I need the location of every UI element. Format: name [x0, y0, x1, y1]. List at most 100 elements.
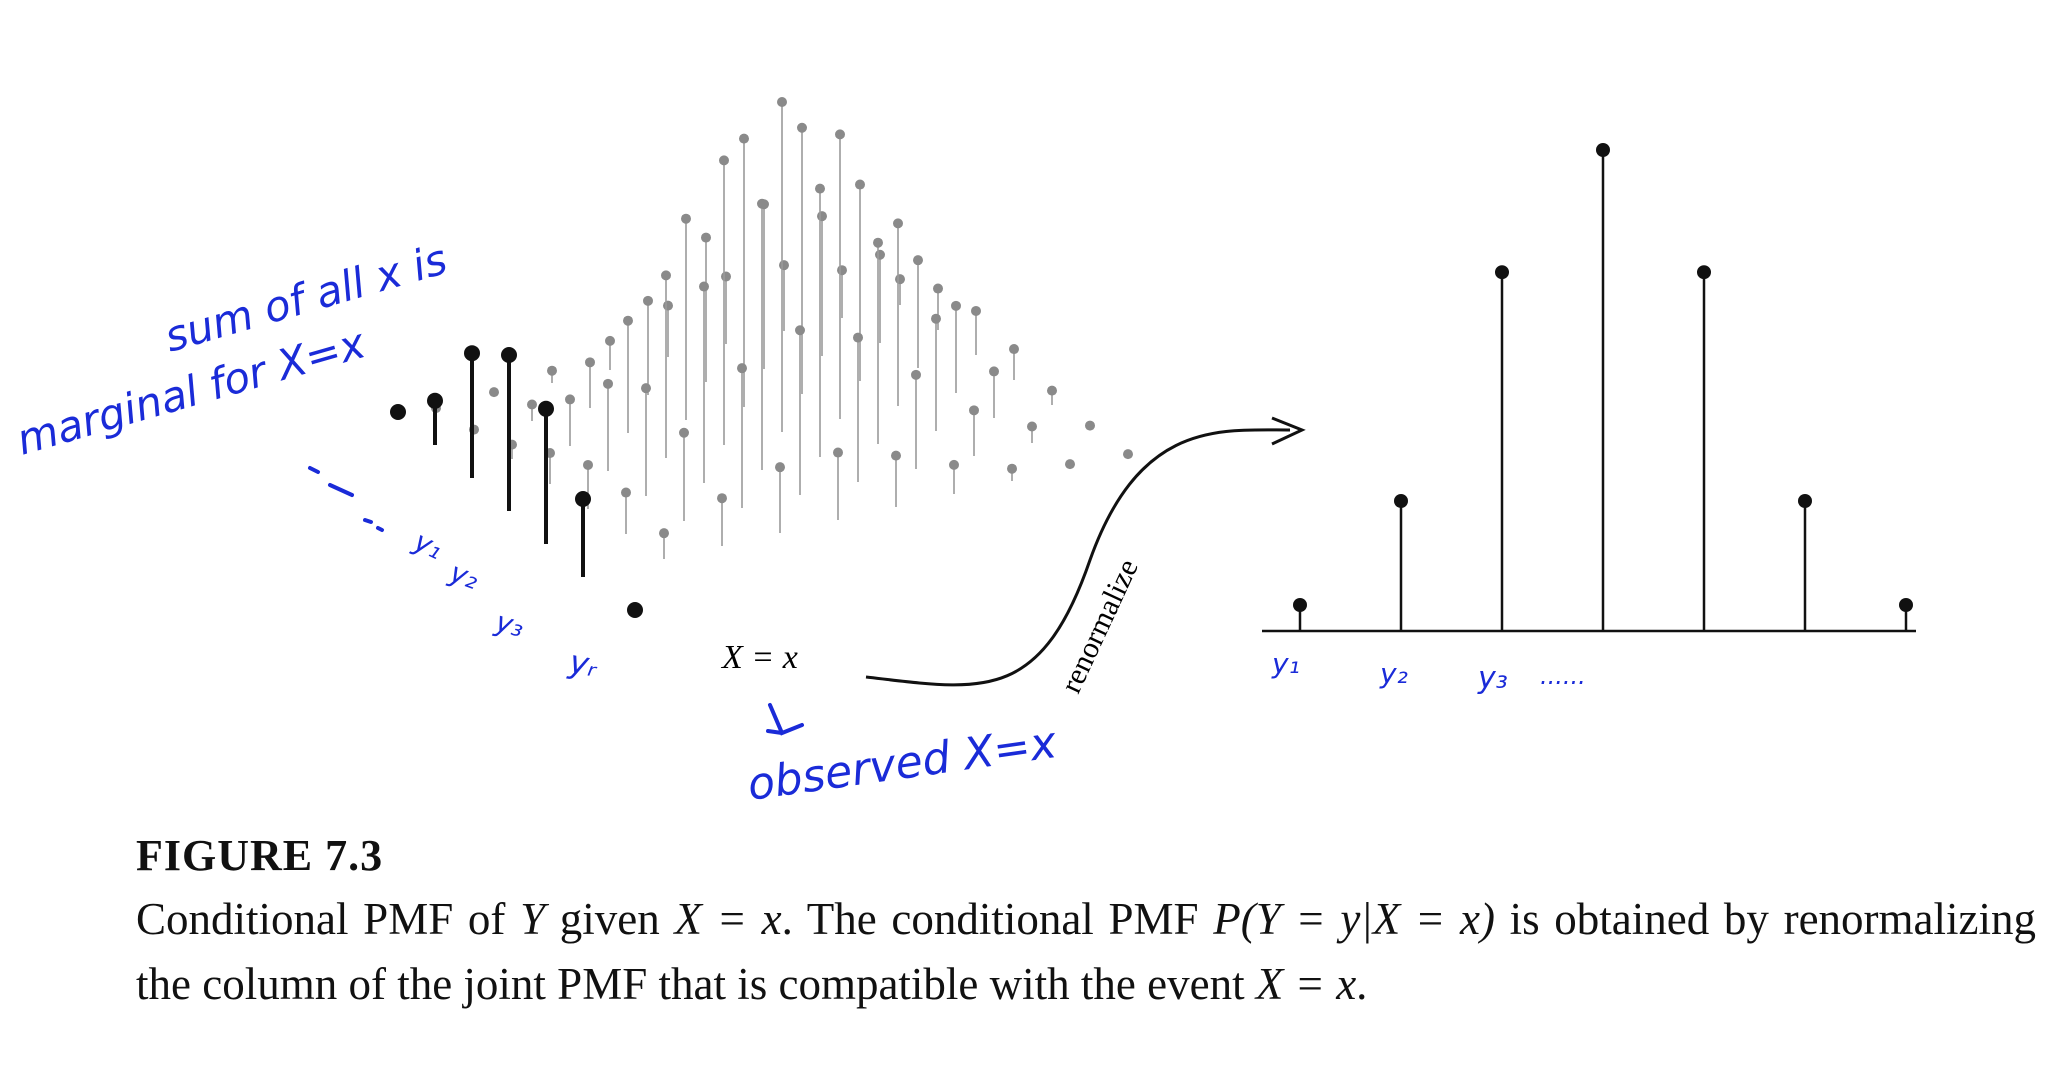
joint-pmf-active-point: [390, 404, 406, 420]
joint-pmf-point: [817, 211, 827, 222]
joint-pmf-point: [489, 387, 499, 398]
joint-pmf-point: [583, 459, 593, 470]
joint-pmf-active-point: [427, 392, 443, 409]
joint-pmf-point: [1009, 344, 1019, 355]
caption-text: Conditional PMF of: [136, 894, 521, 944]
joint-pmf-point: [835, 129, 845, 140]
conditional-pmf-point: [1394, 494, 1408, 508]
joint-pmf-point: [833, 447, 843, 458]
joint-pmf-point: [815, 183, 825, 194]
joint-pmf-point: [971, 305, 981, 316]
conditional-pmf-point: [1293, 598, 1307, 612]
renormalize-arrow: [865, 428, 1291, 687]
handwritten-cond-y3: y₃: [1477, 661, 1508, 696]
joint-pmf-point: [663, 300, 673, 311]
handwritten-down-arrow-icon: [766, 703, 804, 736]
joint-pmf-point: [933, 283, 943, 294]
joint-pmf-point: [989, 366, 999, 377]
joint-pmf-point: [913, 255, 923, 266]
joint-pmf-point: [777, 97, 787, 107]
handwritten-y-label-2: y₂: [445, 555, 483, 596]
joint-pmf-point: [893, 218, 903, 229]
joint-pmf-point: [931, 313, 941, 324]
joint-pmf-point: [875, 249, 885, 260]
handwritten-y-label-r: yᵣ: [566, 642, 602, 685]
joint-pmf-point: [891, 450, 901, 461]
joint-pmf-point: [623, 315, 633, 326]
caption-text: . The conditional PMF: [781, 894, 1214, 944]
joint-pmf-point: [661, 270, 671, 281]
joint-pmf-point: [757, 198, 767, 209]
conditional-pmf-point: [1596, 143, 1610, 157]
joint-pmf-point: [547, 365, 557, 376]
joint-pmf-active-point: [627, 602, 643, 618]
joint-pmf-point: [1007, 463, 1017, 474]
joint-pmf-point: [641, 383, 651, 394]
conditional-pmf-point: [1495, 265, 1509, 280]
joint-pmf-point: [1027, 421, 1037, 432]
joint-pmf-point: [795, 325, 805, 336]
joint-pmf-point: [873, 237, 883, 248]
caption-math: Y: [520, 894, 546, 944]
handwritten-cond-dots: ......: [1540, 662, 1586, 690]
joint-pmf-point: [855, 179, 865, 190]
conditional-pmf-point: [1798, 494, 1812, 508]
joint-pmf-point: [699, 281, 709, 292]
caption-math: X = x: [1255, 959, 1357, 1009]
joint-pmf-point: [659, 528, 669, 539]
caption-heading: FIGURE 7.3: [136, 831, 384, 880]
caption-text: is obtained by renormalizing the column …: [136, 894, 2036, 1009]
joint-pmf-active-point: [575, 491, 591, 507]
joint-pmf-point: [719, 155, 729, 166]
arrow-head-icon: [1271, 416, 1306, 446]
caption-body: Conditional PMF of Y given X = x. The co…: [136, 887, 2036, 1017]
observed-event-label: X = x: [720, 639, 798, 676]
joint-pmf-active-point: [464, 345, 480, 362]
joint-pmf-point: [679, 427, 689, 438]
joint-pmf-point: [527, 399, 537, 410]
joint-pmf-point: [837, 265, 847, 276]
joint-pmf-point: [701, 232, 711, 243]
conditional-pmf-point: [1899, 598, 1913, 612]
handwritten-cond-y2: y₂: [1379, 657, 1408, 690]
joint-pmf-point: [1047, 385, 1057, 396]
joint-pmf-point: [775, 462, 785, 473]
joint-pmf-point: [1085, 420, 1095, 431]
joint-pmf-point: [605, 335, 615, 346]
joint-pmf-point: [1123, 449, 1133, 460]
conditional-pmf-point: [1697, 265, 1711, 280]
joint-pmf-point: [603, 378, 613, 389]
joint-pmf-active-point: [538, 400, 554, 417]
joint-pmf-point: [643, 295, 653, 306]
joint-pmf-point: [565, 394, 575, 405]
joint-pmf-point: [853, 332, 863, 343]
handwritten-dash-marks: [308, 466, 384, 532]
joint-pmf-point: [911, 369, 921, 380]
joint-pmf-point: [949, 459, 959, 470]
caption-math: X = x: [674, 894, 782, 944]
joint-pmf-point: [895, 274, 905, 285]
joint-pmf-point: [721, 271, 731, 282]
handwritten-y-label-1: y₁: [408, 524, 448, 566]
caption-math: P(Y = y|X = x): [1213, 894, 1495, 944]
figure-illustration: X = x renormalize sum of all x is margin…: [11, 97, 1916, 811]
joint-pmf-point: [717, 493, 727, 504]
figure-caption: FIGURE 7.3 Conditional PMF of Y given X …: [136, 830, 2036, 1017]
joint-pmf-point: [951, 300, 961, 311]
joint-pmf-point: [681, 213, 691, 224]
joint-pmf-active-column: [390, 345, 643, 618]
joint-pmf-point: [797, 122, 807, 133]
joint-pmf-point: [1065, 459, 1075, 470]
conditional-pmf-stems: [1293, 143, 1913, 631]
joint-pmf-active-point: [501, 347, 517, 363]
joint-pmf-point: [737, 363, 747, 374]
renormalize-label: renormalize: [1054, 554, 1144, 698]
joint-pmf-point: [739, 133, 749, 144]
joint-pmf-point: [621, 487, 631, 498]
handwritten-y-label-3: y₃: [491, 605, 527, 644]
handwritten-cond-y1: y₁: [1271, 647, 1300, 680]
caption-text: given: [545, 894, 675, 944]
joint-pmf-point: [779, 260, 789, 271]
caption-text: .: [1356, 959, 1368, 1009]
joint-pmf-point: [585, 357, 595, 368]
